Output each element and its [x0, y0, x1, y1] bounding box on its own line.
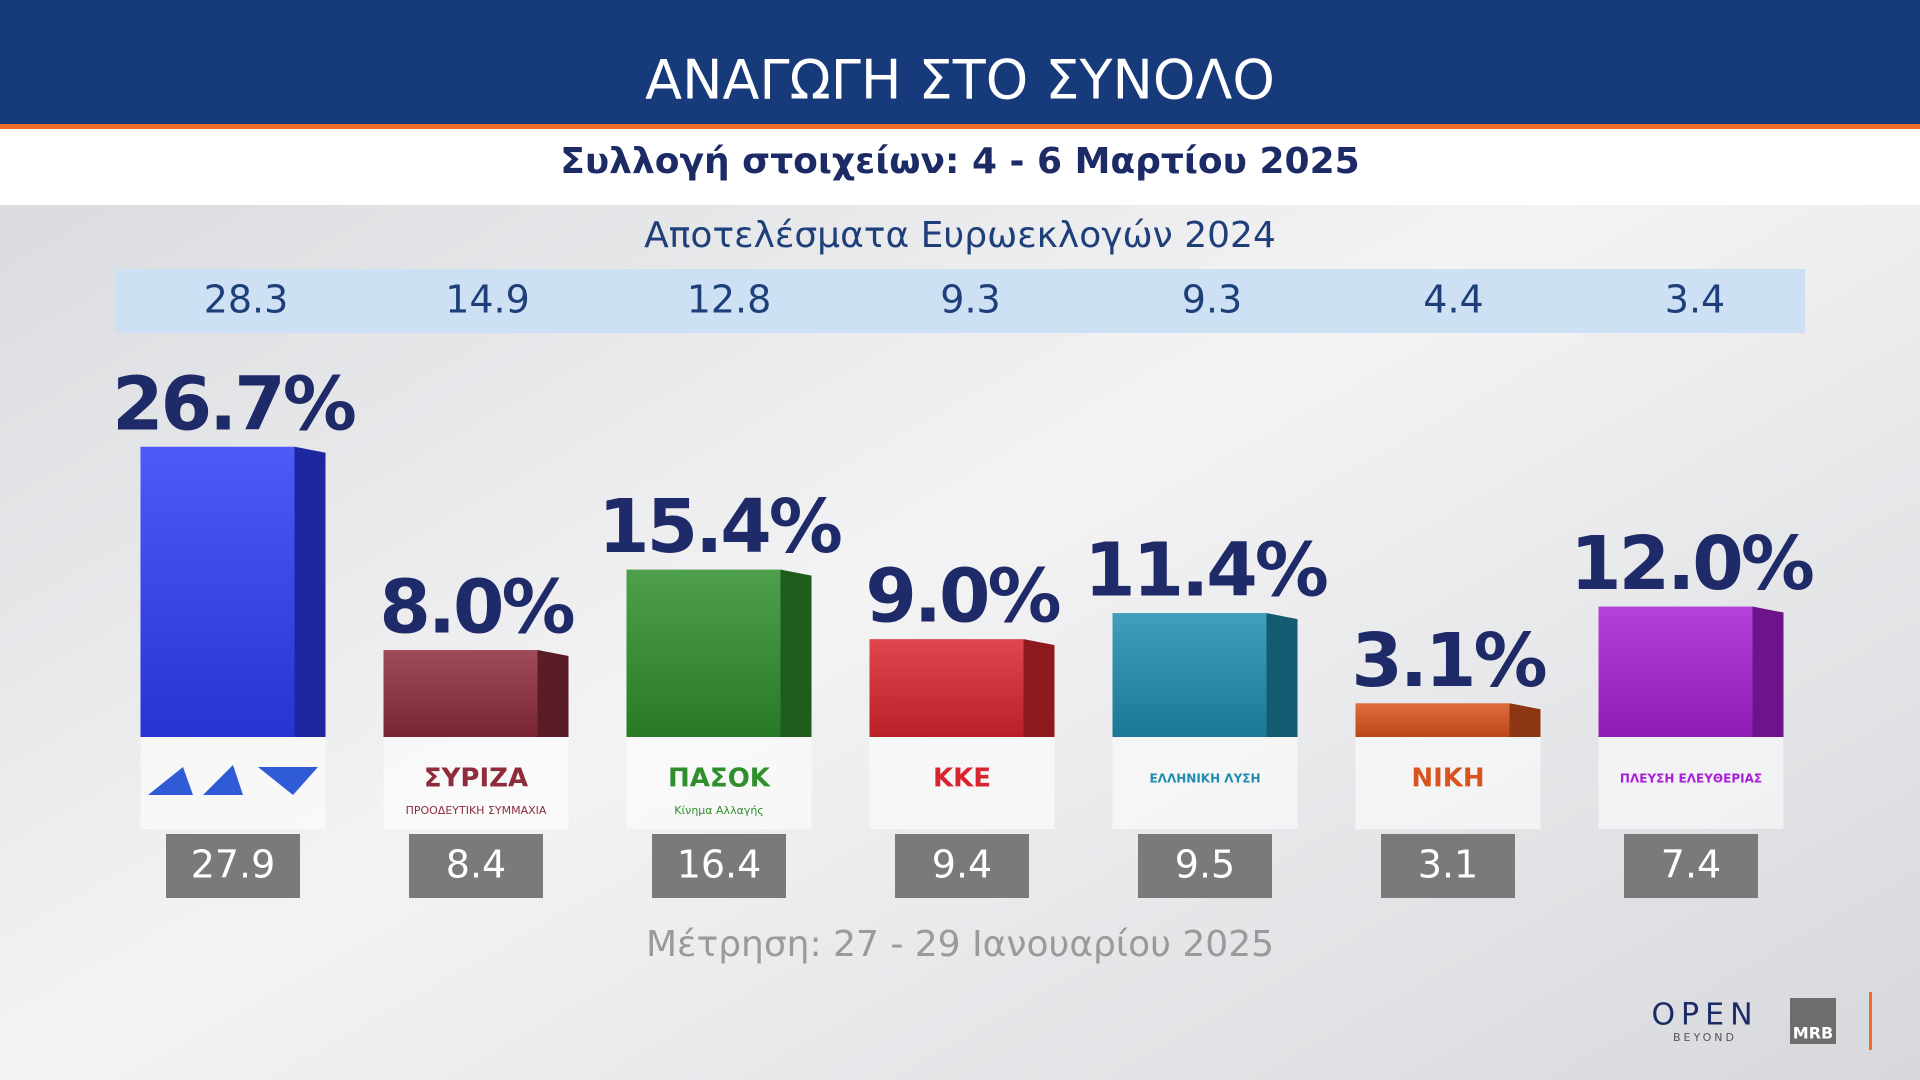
- previous-value: 9.5: [1175, 843, 1235, 887]
- previous-box: [1138, 834, 1272, 898]
- bar-shade: [1355, 703, 1510, 737]
- euro-value: 3.4: [1665, 278, 1725, 322]
- bar-side-shadow: [1752, 606, 1784, 737]
- bar-side: [537, 650, 569, 737]
- bar-side-shadow: [1509, 703, 1541, 737]
- value-label: 26.7%: [112, 361, 355, 447]
- bar-side: [1752, 606, 1784, 737]
- previous-value: 3.1: [1418, 843, 1478, 887]
- party-logo: ΕΛΛΗΝΙΚΗ ΛΥΣΗ: [1149, 772, 1260, 786]
- logo-bg: [1112, 737, 1298, 829]
- previous-value: 16.4: [677, 843, 762, 887]
- mrb-box: [1790, 998, 1836, 1044]
- previous-box: [895, 834, 1029, 898]
- bar-shade: [140, 446, 295, 737]
- header-bar: [0, 0, 1920, 124]
- bar-side: [1023, 639, 1055, 737]
- header-accent: [0, 124, 1920, 129]
- bar-side-shadow: [1023, 639, 1055, 737]
- previous-box: [1624, 834, 1758, 898]
- subtitle-band: [0, 129, 1920, 205]
- bar-side: [780, 569, 812, 737]
- bar-side: [294, 446, 326, 737]
- bar-shade: [626, 569, 781, 737]
- previous-box: [652, 834, 786, 898]
- bar-shade: [1112, 613, 1267, 737]
- open-logo: OPEN: [1651, 998, 1758, 1033]
- party-logo: ΠΑΣΟΚ: [668, 764, 771, 794]
- value-label: 11.4%: [1084, 528, 1327, 614]
- previous-value: 8.4: [446, 843, 506, 887]
- open-beyond: BEYOND: [1673, 1031, 1737, 1044]
- party-logo: ΝΙΚΗ: [1411, 764, 1484, 794]
- bar-shade: [869, 639, 1024, 737]
- value-label: 3.1%: [1351, 618, 1545, 704]
- previous-value: 7.4: [1661, 843, 1721, 887]
- previous-box: [409, 834, 543, 898]
- euro-value: 14.9: [445, 278, 530, 322]
- party-logo: ΠΛΕΥΣΗ ΕΛΕΥΘΕΡΙΑΣ: [1620, 772, 1762, 786]
- euro-title: Αποτελέσματα Ευρωεκλογών 2024: [644, 215, 1276, 256]
- value-label: 8.0%: [379, 565, 573, 651]
- value-label: 9.0%: [865, 554, 1059, 640]
- bar-side-shadow: [537, 650, 569, 737]
- euro-value: 9.3: [1182, 278, 1242, 322]
- party-logo: ΚΚΕ: [933, 764, 991, 794]
- euro-value: 9.3: [940, 278, 1000, 322]
- logo-bg: [1355, 737, 1541, 829]
- logo-divider: [1869, 992, 1872, 1050]
- bar-side-shadow: [780, 569, 812, 737]
- logo-bg: [1598, 737, 1784, 829]
- value-label: 12.0%: [1570, 521, 1813, 607]
- logo-bg: [869, 737, 1055, 829]
- value-label: 15.4%: [598, 484, 841, 570]
- chart-title: ΑΝΑΓΩΓΗ ΣΤΟ ΣΥΝΟΛΟ: [645, 49, 1275, 112]
- bar-side: [1509, 703, 1541, 737]
- previous-box: [166, 834, 300, 898]
- euro-value: 28.3: [204, 278, 289, 322]
- previous-box: [1381, 834, 1515, 898]
- bar-shade: [383, 650, 538, 737]
- logo-bg: [383, 737, 569, 829]
- chart-subtitle: Συλλογή στοιχείων: 4 - 6 Μαρτίου 2025: [560, 141, 1359, 182]
- bar-side-shadow: [294, 446, 326, 737]
- euro-value: 4.4: [1423, 278, 1483, 322]
- euro-strip: [115, 269, 1805, 333]
- bar-shade: [1598, 606, 1753, 737]
- mrb-logo: MRB: [1793, 1024, 1833, 1043]
- party-logo: [148, 765, 318, 795]
- bar-side-shadow: [1266, 613, 1298, 737]
- party-logo: ΣΥΡΙΖΑ: [424, 764, 528, 794]
- previous-value: 27.9: [191, 843, 276, 887]
- logo-bg: [626, 737, 812, 829]
- previous-title: Μέτρηση: 27 - 29 Ιανουαρίου 2025: [646, 924, 1274, 965]
- bar-side: [1266, 613, 1298, 737]
- party-logo-subtitle: ΠΡΟΟΔΕΥΤΙΚΗ ΣΥΜΜΑΧΙΑ: [406, 804, 547, 817]
- euro-value: 12.8: [687, 278, 772, 322]
- party-logo-subtitle: Κίνημα Αλλαγής: [674, 804, 764, 817]
- previous-value: 9.4: [932, 843, 992, 887]
